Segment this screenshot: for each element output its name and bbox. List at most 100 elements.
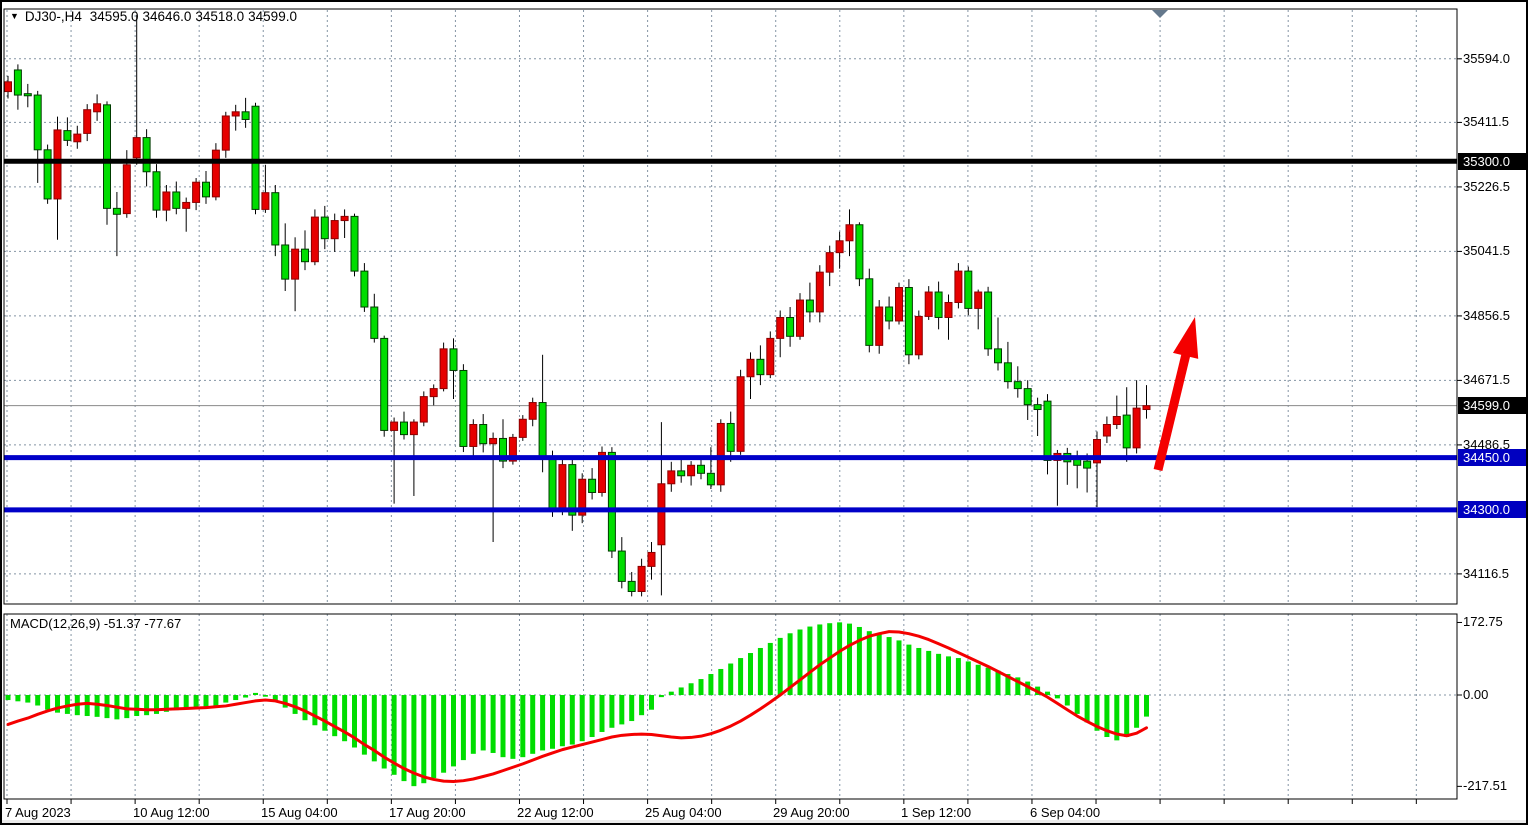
bull-candle [1142,405,1151,411]
bull-candle [1093,438,1101,464]
bear-candle [1083,460,1092,469]
candlestick-series[interactable] [4,14,1151,597]
macd-histogram-bar [975,664,981,696]
bull-candle [815,271,824,313]
macd-histogram-bar [94,695,100,717]
macd-histogram-bar [629,695,635,722]
bear-candle [865,278,874,346]
bull-candle [796,299,804,337]
bear-candle [449,348,458,371]
macd-histogram-bar [411,695,417,787]
bull-candle [776,316,785,339]
macd-histogram-bar [144,695,150,716]
bear-candle [994,348,1002,364]
ohlc-high: 34646.0 [142,9,192,24]
macd-histogram-bar [500,695,506,758]
arrow-shaft [1153,348,1192,472]
macd-histogram-bar [173,695,179,711]
ohlc-low: 34518.0 [195,9,245,24]
macd-histogram-bar [797,629,803,696]
macd-histogram-bar [619,695,625,725]
macd-histogram-bar [45,695,51,710]
bull-candle [162,191,171,211]
bear-candle [142,137,151,173]
macd-histogram-bar [708,674,714,696]
collapse-indicator-icon[interactable]: ▼ [10,11,19,21]
macd-histogram-bar [480,695,486,751]
bull-candle [766,337,775,376]
bear-candle [152,171,161,211]
macd-histogram-bar [767,642,773,696]
bear-candle [786,316,795,337]
bear-candle [43,149,52,200]
macd-histogram-bar [866,631,872,696]
macd-histogram-bar [253,692,258,696]
bull-candle [1102,424,1111,437]
macd-histogram-bar [460,695,466,761]
macd-histogram-bar [748,653,753,696]
bear-candle [320,216,329,240]
bull-candle [687,464,696,477]
bull-candle [469,424,478,447]
arrow-head [1172,317,1199,359]
bull-candle [429,388,438,398]
time-axis-label: 1 Sep 12:00 [901,805,972,820]
macd-histogram-bar [1134,695,1140,728]
bear-candle [33,94,42,151]
bear-candle [400,421,408,436]
price-axis-label: 35226.5 [1463,178,1510,194]
macd-histogram-bar [451,695,456,767]
macd-histogram-bar [1094,695,1100,731]
macd-histogram-bar [589,695,595,738]
bear-candle [23,93,32,97]
macd-histogram-bar [371,695,377,762]
macd-histogram-bar [936,653,942,696]
macd-histogram-bar [807,626,813,696]
macd-histogram-bar [312,695,318,726]
macd-histogram-bar [510,695,516,759]
bull-candle [647,551,656,567]
chart-shift-marker-icon[interactable] [1152,10,1168,18]
bear-candle [538,402,547,459]
time-axis-label: 15 Aug 04:00 [261,805,338,820]
bear-candle [271,192,280,246]
macd-axis-label: 0.00 [1463,687,1489,702]
macd-histogram-bar [25,695,31,703]
time-axis-label: 10 Aug 12:00 [133,805,210,820]
macd-histogram-bar [441,695,447,773]
bear-candle [1043,400,1052,461]
bear-candle [301,248,309,263]
bull-candle [637,565,646,592]
macd-histogram-bar [401,695,407,782]
bull-candle [1112,415,1121,426]
main-pane-border [3,8,1458,605]
macd-histogram-bar [55,695,60,713]
macd-histogram-bar [1064,695,1070,706]
macd-histogram-bar [124,695,130,719]
bull-candle [182,201,191,209]
bull-candle [132,137,141,159]
bull-candle [657,483,666,546]
macd-histogram-bar [183,695,189,709]
annotation-arrow[interactable] [1153,317,1199,472]
macd-histogram-bar [847,623,852,696]
bear-candle [1023,388,1032,406]
macd-histogram-bar [906,644,912,696]
bull-candle [736,376,745,452]
time-axis-label: 7 Aug 2023 [5,805,71,820]
bull-candle [924,291,933,317]
macd-histogram-bar [530,695,536,754]
bear-candle [904,287,913,356]
price-axis-label: 34671.5 [1463,372,1510,388]
macd-histogram-bar [381,695,387,769]
macd-histogram-bar [134,695,140,717]
macd-histogram-bar [559,695,565,747]
price-axis-label: 34856.5 [1463,307,1510,323]
bull-candle [875,306,884,346]
bear-candle [568,464,577,516]
macd-histogram-bar [1054,695,1060,699]
macd-histogram-bar [342,695,348,742]
bear-candle [112,207,121,215]
bull-candle [974,291,983,309]
